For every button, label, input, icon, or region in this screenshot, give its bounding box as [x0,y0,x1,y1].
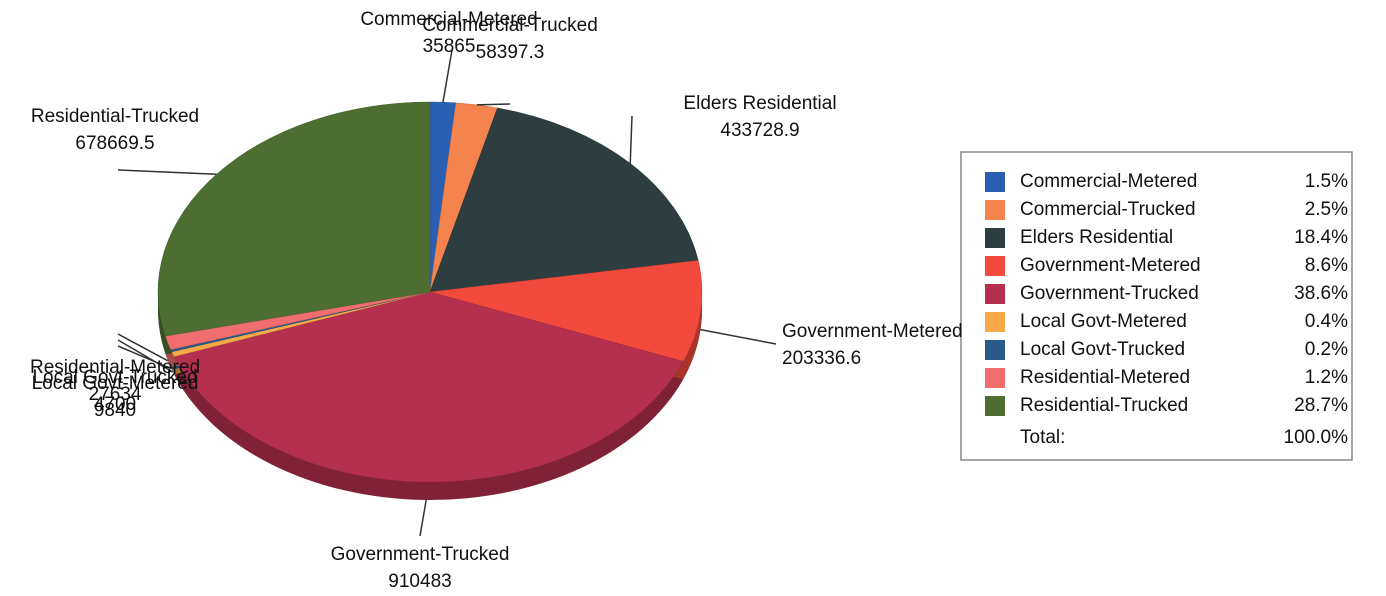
legend-swatch [985,396,1005,416]
legend-label: Residential-Metered [1020,367,1190,388]
slice [429,260,703,362]
leader-line [117,333,169,362]
slice-value: 58397.3 [476,42,545,63]
slice-value: 203336.6 [782,348,861,369]
slice-value: 910483 [388,571,451,592]
legend-swatch [985,284,1005,304]
legend-box [960,151,1353,461]
legend-swatch [985,340,1005,360]
legend-swatch [985,228,1005,248]
slice [173,291,684,483]
legend-swatch [985,200,1005,220]
legend-swatch [985,256,1005,276]
slice-value: 678669.5 [75,133,154,154]
slice-value: 35865 [423,36,476,57]
slice-value: 433728.9 [720,120,799,141]
legend-percent: 1.5% [1305,171,1348,192]
leader-line [419,499,427,537]
slice-label: Local Govt-Metered [32,373,199,394]
leader-line [700,328,777,345]
legend-label: Commercial-Trucked [1020,199,1196,220]
slice-value: 9840 [94,400,136,421]
legend-percent: 1.2% [1305,367,1348,388]
leader-line [629,115,633,164]
slice-label: Government-Trucked [331,544,510,565]
slice-label: Commercial-Trucked [422,15,598,36]
leader-line [117,169,217,176]
legend-label: Elders Residential [1020,227,1173,248]
leader-line [117,345,172,370]
legend-label: Government-Trucked [1020,283,1199,304]
slice-value: 4700 [94,394,136,415]
legend-swatch [985,368,1005,388]
legend-percent: 2.5% [1305,199,1348,220]
legend-label: Commercial-Metered [1020,171,1197,192]
leader-line [117,339,174,373]
slice-label: Commercial-Metered [360,9,537,30]
slice-value: 27634 [89,384,142,405]
leader-line [476,103,511,106]
legend-label: Local Govt-Metered [1020,311,1187,332]
slice-label: Residential-Metered [30,357,200,378]
legend-label: Government-Metered [1020,255,1201,276]
slice-label: Elders Residential [683,93,836,114]
slice-label: Local Govt-Trucked [32,367,197,388]
legend-total-label: Total: [1020,427,1065,448]
slice [429,107,699,293]
leader-line [442,49,453,103]
slice-label: Residential-Trucked [31,106,199,127]
slice-label: Government-Metered [782,321,963,342]
legend-swatch [985,172,1005,192]
legend-label: Local Govt-Trucked [1020,339,1185,360]
legend-percent: 18.4% [1294,227,1348,248]
legend-total-percent: 100.0% [1284,427,1349,448]
legend-percent: 28.7% [1294,395,1348,416]
legend-percent: 0.4% [1305,311,1348,332]
legend-swatch [985,312,1005,332]
legend-percent: 38.6% [1294,283,1348,304]
legend-percent: 8.6% [1305,255,1348,276]
legend-percent: 0.2% [1305,339,1348,360]
legend-label: Residential-Trucked [1020,395,1188,416]
